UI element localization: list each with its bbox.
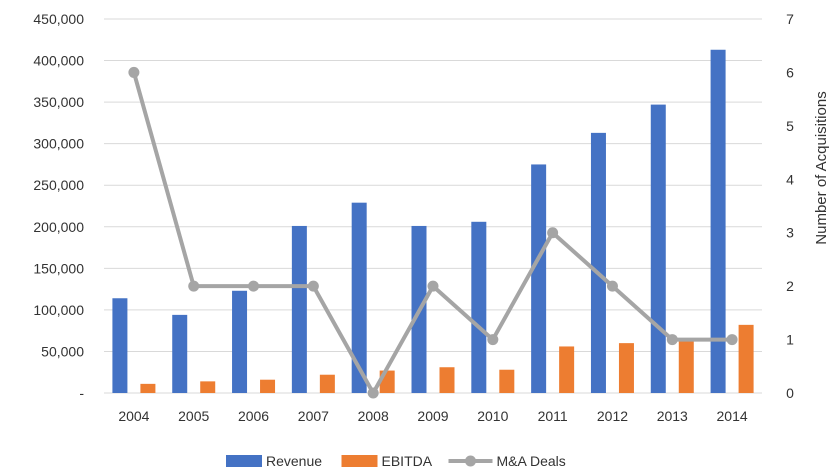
line-point <box>726 334 738 346</box>
right-tick-label: 1 <box>786 332 794 348</box>
legend-label-m-a-deals: M&A Deals <box>497 453 566 469</box>
right-tick-label: 7 <box>786 11 794 27</box>
bar-revenue <box>172 314 188 393</box>
bar-revenue <box>232 290 248 393</box>
x-tick-label: 2007 <box>298 408 329 424</box>
x-tick-label: 2010 <box>477 408 508 424</box>
legend: Revenue EBITDA M&A Deals <box>226 453 566 469</box>
line-point <box>248 280 260 292</box>
x-tick-label: 2009 <box>417 408 448 424</box>
left-tick-label: 400,000 <box>33 53 84 69</box>
line-series <box>128 66 738 399</box>
legend-label-revenue: Revenue <box>266 453 322 469</box>
bar-revenue <box>471 221 487 393</box>
left-tick-label: 350,000 <box>33 94 84 110</box>
bar-ebitda <box>499 369 515 393</box>
x-tick-label: 2004 <box>118 408 149 424</box>
left-tick-label: 50,000 <box>41 343 84 359</box>
bar-revenue <box>531 164 547 393</box>
gridlines <box>104 18 762 394</box>
right-tick-label: 2 <box>786 278 794 294</box>
bar-revenue <box>710 49 726 394</box>
left-tick-label: 300,000 <box>33 136 84 152</box>
x-tick-label: 2014 <box>717 408 748 424</box>
line-point <box>128 66 140 78</box>
bar-revenue <box>650 104 666 394</box>
line-point <box>427 280 439 292</box>
left-tick-label: 200,000 <box>33 219 84 235</box>
right-tick-label: 5 <box>786 118 794 134</box>
line-ma-deals <box>131 71 733 395</box>
line-point <box>666 334 678 346</box>
bar-revenue <box>291 225 307 393</box>
x-tick-label: 2011 <box>538 408 568 424</box>
line-point <box>547 227 559 239</box>
bar-ebitda <box>200 381 216 393</box>
x-axis-ticks: 2004 2005 2006 2007 2008 2009 2010 2011 2012 2013… <box>118 408 748 424</box>
right-tick-label: 3 <box>786 225 794 241</box>
line-point <box>487 334 499 346</box>
bar-ebitda <box>738 324 754 393</box>
line-point <box>367 387 379 399</box>
bar-ebitda <box>678 340 694 393</box>
bar-ebitda <box>140 383 156 393</box>
left-tick-label: 150,000 <box>33 260 84 276</box>
x-tick-label: 2008 <box>358 408 389 424</box>
bar-revenue <box>351 202 367 393</box>
bar-ebitda <box>439 367 455 393</box>
legend-swatch-marker <box>465 455 476 467</box>
bar-revenue <box>590 132 606 393</box>
right-axis-title: Number of Acquisitions <box>813 91 830 244</box>
legend-label-ebitda: EBITDA <box>382 453 433 469</box>
bar-ebitda <box>618 343 634 393</box>
right-tick-label: 6 <box>786 64 794 80</box>
left-axis-ticks: - 50,000 100,000 150,000 200,000 250,000 300,0… <box>33 11 84 401</box>
right-tick-label: 4 <box>786 171 794 187</box>
line-point <box>606 280 618 292</box>
left-tick-label: - <box>79 385 84 401</box>
bar-ebitda <box>260 379 276 393</box>
bar-ebitda <box>319 374 335 393</box>
line-point <box>307 280 319 292</box>
bar-ebitda <box>559 346 575 393</box>
right-axis-ticks: 0 1 2 3 4 5 6 7 <box>786 11 794 401</box>
line-point <box>188 280 200 292</box>
legend-swatch-ebitda <box>341 455 378 467</box>
x-tick-label: 2005 <box>178 408 209 424</box>
bar-revenue <box>112 298 128 393</box>
left-tick-label: 450,000 <box>33 11 84 27</box>
x-tick-label: 2012 <box>597 408 628 424</box>
legend-swatch-revenue <box>226 455 262 467</box>
bar-series <box>112 49 754 394</box>
left-tick-label: 250,000 <box>33 177 84 193</box>
x-tick-label: 2013 <box>657 408 688 424</box>
x-tick-label: 2006 <box>238 408 269 424</box>
left-tick-label: 100,000 <box>33 302 84 318</box>
right-tick-label: 0 <box>786 385 794 401</box>
